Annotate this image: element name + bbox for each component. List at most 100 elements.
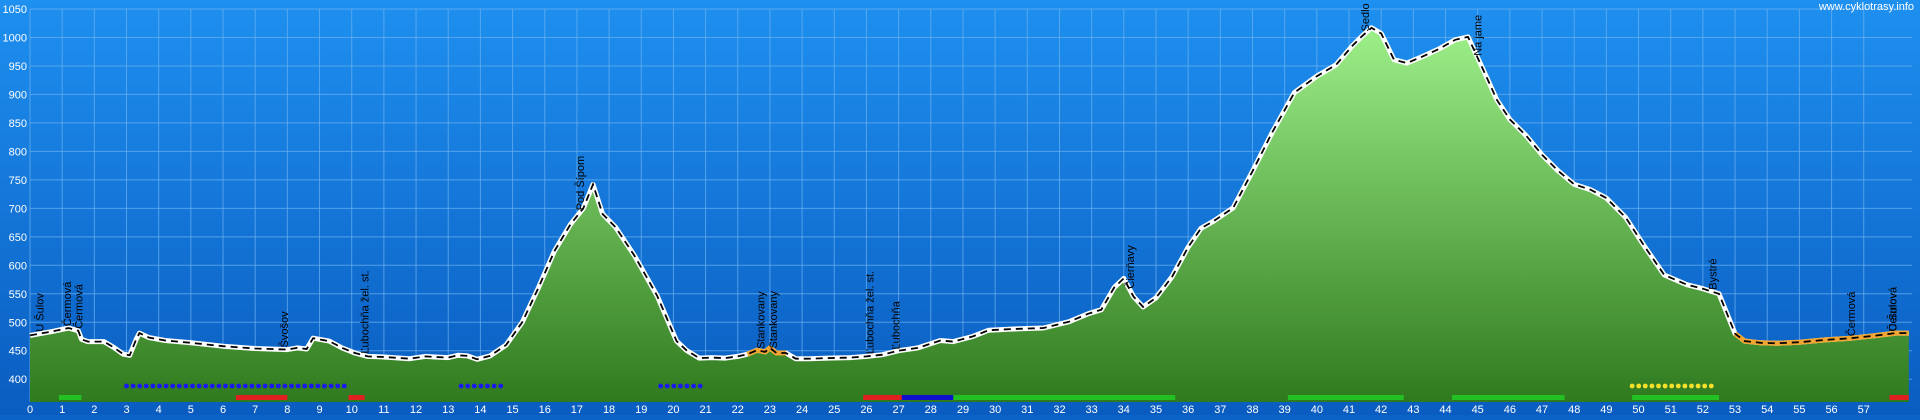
y-tick-label: 950 <box>9 61 27 73</box>
marker-dot-yellow <box>1682 383 1688 389</box>
y-tick-label: 700 <box>9 203 27 215</box>
marker-dot-yellow <box>1649 383 1655 389</box>
y-tick-label: 650 <box>9 232 27 244</box>
x-tick-label: 56 <box>1825 404 1837 415</box>
surface-bar-green <box>1451 395 1565 400</box>
marker-dot-blue <box>322 383 327 389</box>
y-tick-label: 500 <box>9 317 27 329</box>
y-tick-label: 550 <box>9 289 27 301</box>
waypoint-label: Ľubochňa žel. st. <box>360 270 372 353</box>
x-tick-label: 44 <box>1439 404 1451 415</box>
x-tick-label: 54 <box>1761 404 1773 415</box>
marker-dot-yellow <box>1695 383 1701 389</box>
marker-dot-blue <box>315 383 321 389</box>
marker-dot-blue <box>328 383 334 389</box>
x-tick-label: 12 <box>410 404 422 415</box>
x-tick-label: 7 <box>252 404 258 415</box>
y-tick-label: 900 <box>9 89 27 101</box>
x-tick-label: 25 <box>828 404 840 415</box>
waypoint-label: Čermová <box>61 281 74 327</box>
marker-dot-blue <box>308 383 314 389</box>
waypoint-label: Sedlo pod Červeným grúňom <box>1359 0 1372 32</box>
x-tick-label: 8 <box>284 404 290 415</box>
marker-dot-blue <box>678 383 683 389</box>
x-tick-label: 18 <box>603 404 615 415</box>
watermark-text[interactable]: www.cyklotrasy.info <box>1818 1 1914 13</box>
x-tick-label: 52 <box>1697 404 1709 415</box>
marker-dot-blue <box>223 383 228 389</box>
x-tick-label: 43 <box>1407 404 1419 415</box>
marker-dot-blue <box>209 383 215 389</box>
x-tick-label: 35 <box>1150 404 1162 415</box>
x-tick-label: 41 <box>1343 404 1355 415</box>
profile-line-dashed <box>29 26 1909 361</box>
x-tick-label: 23 <box>764 404 776 415</box>
marker-dot-blue <box>262 383 268 389</box>
marker-dot-yellow <box>1656 383 1661 389</box>
marker-dot-blue <box>697 383 703 389</box>
x-tick-label: 42 <box>1375 404 1387 415</box>
x-tick-label: 48 <box>1568 404 1580 415</box>
waypoint-label: Čermová <box>1887 286 1900 332</box>
marker-dot-blue <box>302 383 308 389</box>
waypoint-label: Ľubochňa žel. st. <box>865 271 877 354</box>
y-tick-label: 800 <box>9 146 27 158</box>
marker-dot-blue <box>229 383 235 389</box>
waypoint-label: Ľubochňa <box>890 300 902 349</box>
x-tick-label: 49 <box>1600 404 1612 415</box>
x-axis-ticks: 0 1 2 3 4 5 6 7 8 9 10 11 12 13 14 15 16 17 18 19 20 21 22 23 24… <box>27 404 1870 416</box>
x-tick-label: 57 <box>1858 404 1870 415</box>
marker-dot-blue <box>163 383 169 389</box>
surface-bar-green <box>953 395 1176 400</box>
x-tick-label: 31 <box>1021 404 1033 415</box>
x-tick-label: 50 <box>1632 404 1644 415</box>
marker-dot-blue <box>196 383 202 389</box>
x-tick-label: 16 <box>539 404 551 415</box>
surface-bar-green <box>58 395 82 400</box>
x-tick-label: 1 <box>59 404 65 415</box>
x-tick-label: 55 <box>1793 404 1805 415</box>
x-tick-label: 45 <box>1472 404 1484 415</box>
y-tick-label: 850 <box>9 118 27 130</box>
y-tick-label: 450 <box>9 346 27 358</box>
x-tick-label: 15 <box>506 404 518 415</box>
waypoint-label: Čermová <box>72 283 85 329</box>
marker-dot-blue <box>341 383 347 389</box>
x-tick-label: 0 <box>27 404 33 415</box>
x-tick-label: 47 <box>1536 404 1548 415</box>
x-tick-label: 38 <box>1246 404 1258 415</box>
marker-dot-blue <box>458 383 464 389</box>
marker-dot-blue <box>170 383 176 389</box>
profile-area-fill <box>30 27 1909 403</box>
x-tick-label: 53 <box>1729 404 1741 415</box>
marker-dot-blue <box>203 383 209 389</box>
x-tick-label: 37 <box>1214 404 1226 415</box>
waypoint-label: Čermová <box>1845 291 1858 337</box>
x-tick-label: 24 <box>796 404 808 415</box>
x-tick-label: 29 <box>957 404 969 415</box>
surface-bar-green <box>1287 395 1404 400</box>
marker-dot-blue <box>269 383 275 389</box>
y-tick-label: 1050 <box>3 4 27 16</box>
marker-dot-yellow <box>1702 383 1708 389</box>
x-tick-label: 4 <box>156 404 162 415</box>
waypoint-label: Bystré <box>1708 259 1720 290</box>
x-tick-label: 14 <box>474 404 486 415</box>
marker-dot-yellow <box>1636 383 1642 389</box>
marker-dot-blue <box>471 383 477 389</box>
profile-gravel-segment <box>1733 330 1909 346</box>
surface-bar-green <box>1632 395 1719 400</box>
x-tick-label: 40 <box>1311 404 1323 415</box>
marker-dot-blue <box>130 383 136 389</box>
marker-dot-blue <box>249 383 255 389</box>
marker-dot-blue <box>176 383 182 389</box>
marker-dot-blue <box>190 383 195 389</box>
surface-bar-red <box>235 395 288 400</box>
marker-dot-blue <box>498 383 504 389</box>
x-tick-label: 3 <box>123 404 129 415</box>
marker-dot-blue <box>275 383 281 389</box>
marker-dot-blue <box>216 383 222 389</box>
x-tick-label: 26 <box>860 404 872 415</box>
